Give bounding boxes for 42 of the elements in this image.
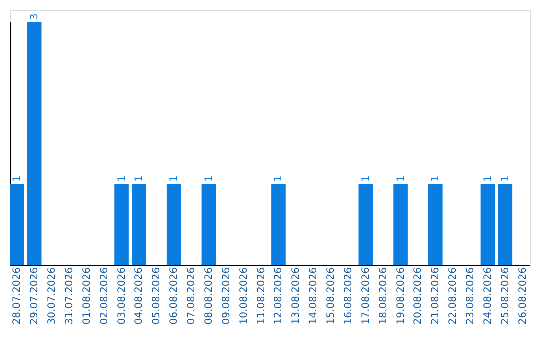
data-label: 1 <box>274 176 285 182</box>
data-label: 1 <box>116 176 128 182</box>
x-tick-label: 01.08.2026 <box>82 268 93 325</box>
x-tick-label: 25.08.2026 <box>500 268 512 325</box>
data-label: 1 <box>204 176 215 182</box>
x-tick-label: 28.07.2026 <box>12 268 24 325</box>
x-tick-label: 20.08.2026 <box>413 268 424 325</box>
x-tick-label: 14.08.2026 <box>308 268 320 325</box>
x-tick-label: 04.08.2026 <box>134 268 146 325</box>
x-tick-label: 05.08.2026 <box>152 268 163 325</box>
x-tick-label: 08.08.2026 <box>204 268 215 325</box>
data-label: 1 <box>134 176 146 182</box>
x-tick-label: 29.07.2026 <box>30 268 41 325</box>
x-tick-label: 17.08.2026 <box>360 268 372 325</box>
data-label: 1 <box>396 176 407 182</box>
x-tick-label: 10.08.2026 <box>238 268 250 325</box>
x-tick-label: 31.07.2026 <box>64 268 76 325</box>
data-label: 1 <box>360 176 372 182</box>
x-tick-label: 03.08.2026 <box>116 268 128 325</box>
x-tick-label: 06.08.2026 <box>169 268 180 325</box>
x-tick-label: 23.08.2026 <box>466 268 477 325</box>
x-tick-label: 24.08.2026 <box>482 268 494 325</box>
data-label: 3 <box>30 14 41 20</box>
x-tick-label: 19.08.2026 <box>396 268 407 325</box>
x-tick-label: 21.08.2026 <box>430 268 442 325</box>
x-tick-label: 11.08.2026 <box>256 268 268 325</box>
x-tick-label: 02.08.2026 <box>99 268 110 325</box>
x-tick-label: 26.08.2026 <box>518 268 529 325</box>
x-tick-label: 15.08.2026 <box>326 268 338 325</box>
data-label: 1 <box>482 176 494 182</box>
data-label: 1 <box>500 176 512 182</box>
x-tick-label: 18.08.2026 <box>378 268 390 325</box>
x-tick-label: 07.08.2026 <box>186 268 198 325</box>
x-tick-label: 13.08.2026 <box>291 268 302 325</box>
x-tick-label: 09.08.2026 <box>221 268 232 325</box>
x-tick-label: 16.08.2026 <box>343 268 354 325</box>
x-tick-label: 30.07.2026 <box>47 268 58 325</box>
x-tick-label: 12.08.2026 <box>274 268 285 325</box>
data-label: 1 <box>430 176 442 182</box>
x-tick-label: 22.08.2026 <box>448 268 460 325</box>
data-label: 1 <box>12 176 24 182</box>
data-label: 1 <box>169 176 180 182</box>
